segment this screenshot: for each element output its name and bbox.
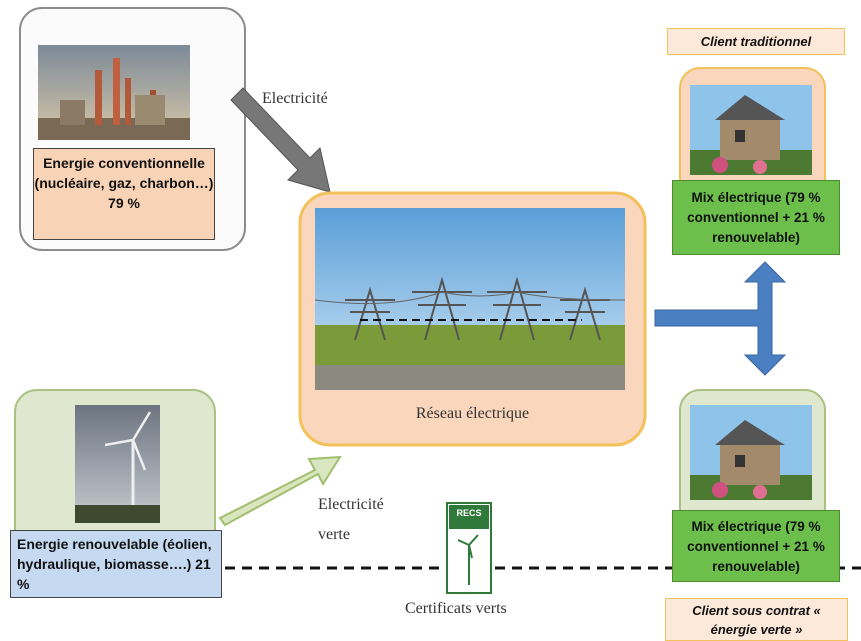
house-photo (690, 85, 812, 175)
source-label: Energie conventionnelle (nucléaire, gaz,… (33, 148, 215, 240)
plant-photo (38, 45, 190, 140)
client-mix: Mix électrique (79 % conventionnel + 21 … (672, 510, 840, 582)
client-title: Client traditionnel (667, 28, 845, 55)
arrow (655, 262, 785, 375)
flow-label: Electricité verte (318, 490, 408, 550)
diagram: RECS Energie conventionnelle (nucléaire,… (0, 0, 861, 641)
wind-photo (75, 405, 160, 523)
grid-label: Réseau électrique (300, 405, 645, 423)
house-photo (690, 405, 812, 500)
source-label: Energie renouvelable (éolien, hydrauliqu… (10, 530, 222, 598)
flow-label: Certificats verts (405, 600, 507, 618)
flow-label: Electricité (262, 90, 328, 108)
client-mix: Mix électrique (79 % conventionnel + 21 … (672, 180, 840, 255)
client-title: Client sous contrat « énergie verte » (665, 598, 848, 641)
logo-text: RECS (456, 508, 481, 518)
recs-logo: RECS (447, 503, 491, 593)
grid-photo (315, 208, 625, 390)
